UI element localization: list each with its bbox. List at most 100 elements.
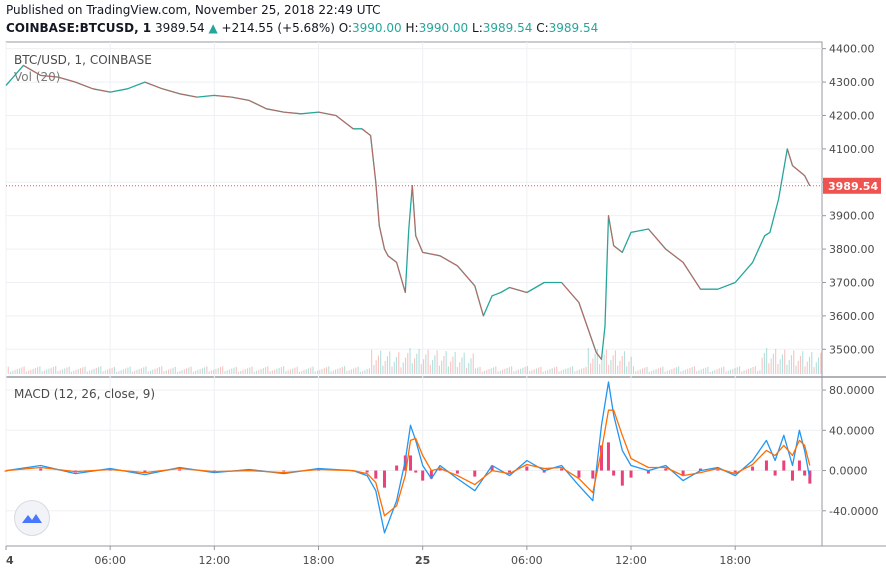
volume-bar	[32, 368, 34, 374]
volume-bar	[14, 370, 16, 374]
volume-bar	[240, 371, 242, 374]
volume-bar	[644, 367, 646, 374]
volume-bar	[375, 360, 377, 374]
price-tick-label: 4200.00	[829, 109, 875, 122]
price-down-segment	[647, 228, 667, 250]
volume-bar	[88, 370, 91, 374]
volume-bar	[687, 368, 689, 374]
price-down-segment	[375, 182, 380, 226]
plot-frame	[5, 41, 823, 547]
volume-bar	[650, 371, 653, 374]
volume-bar	[761, 357, 763, 374]
volume-bar	[757, 371, 759, 374]
price-down-segment	[396, 262, 406, 293]
volume-bar	[571, 366, 574, 374]
macd-histogram-bar	[542, 470, 546, 473]
volume-bar	[729, 369, 732, 374]
macd-histogram-bar	[414, 470, 418, 473]
volume-bar	[206, 366, 208, 374]
volume-bar	[197, 369, 199, 374]
volume-bar	[129, 366, 131, 374]
volume-bar	[269, 371, 271, 374]
volume-bar	[797, 360, 799, 374]
volume-bar	[452, 356, 454, 374]
price-tick-label: 3600.00	[829, 310, 875, 323]
volume-bar	[781, 354, 783, 374]
macd-histogram-bar	[490, 465, 494, 471]
volume-bar	[671, 369, 673, 374]
volume-bar	[544, 370, 547, 374]
volume-bar	[513, 371, 515, 374]
macd-histogram-bar	[646, 470, 650, 474]
volume-bar	[623, 351, 626, 374]
volume-bar	[355, 367, 357, 374]
volume-bar	[344, 366, 346, 374]
volume-bar	[594, 353, 596, 374]
volume-bar	[382, 365, 384, 374]
tradingview-logo-icon[interactable]	[14, 500, 50, 536]
volume-bar	[472, 353, 474, 374]
volume-bar	[727, 370, 729, 374]
volume-bar	[711, 371, 714, 374]
volume-bar	[391, 366, 393, 374]
macd-histogram-bar	[382, 470, 386, 488]
volume-bar	[7, 366, 9, 374]
price-down-segment	[23, 64, 41, 76]
macd-histogram-bar	[764, 460, 768, 471]
volume-bar	[689, 367, 691, 374]
macd-histogram-bar	[395, 465, 399, 471]
volume-bar	[562, 369, 565, 374]
volume-bar	[102, 371, 104, 374]
volume-bar	[310, 367, 312, 374]
macd-histogram-bar	[629, 470, 633, 478]
volume-bar	[432, 360, 434, 374]
volume-bar	[702, 368, 704, 374]
volume-bar	[660, 367, 662, 374]
volume-bar	[483, 370, 486, 374]
volume-bar	[192, 371, 194, 374]
volume-bar	[82, 367, 84, 374]
volume-bar	[217, 367, 219, 374]
volume-bar	[25, 371, 27, 374]
macd-histogram-bar	[797, 460, 801, 471]
volume-bar	[461, 357, 463, 374]
volume-bar	[55, 366, 57, 374]
volume-bar	[675, 367, 677, 374]
macd-histogram-bar	[4, 470, 8, 472]
volume-bar	[592, 358, 594, 374]
volume-bar	[535, 368, 537, 374]
volume-bar	[366, 369, 368, 374]
volume-bar	[508, 367, 510, 374]
volume-bar	[576, 370, 578, 374]
volume-bar	[646, 366, 648, 374]
volume-bar	[287, 370, 289, 374]
volume-bar	[786, 364, 788, 374]
volume-bar	[39, 366, 41, 374]
volume-bar	[70, 371, 73, 374]
volume-bar	[325, 367, 328, 374]
volume-bar	[793, 350, 795, 374]
volume-bar	[474, 368, 477, 374]
volume-bar	[233, 367, 235, 374]
volume-bar	[420, 364, 422, 374]
volume-bar	[249, 367, 251, 374]
macd-tick-label: 40.0000	[829, 424, 875, 437]
volume-bar	[271, 370, 273, 374]
macd-histogram-bar	[681, 470, 685, 476]
volume-bar	[274, 369, 276, 374]
volume-bar	[152, 369, 154, 374]
volume-bar	[533, 369, 535, 374]
price-down-segment	[422, 251, 441, 257]
volume-bar	[190, 366, 192, 374]
volume-bar	[23, 366, 25, 374]
macd-histogram-bar	[409, 455, 413, 471]
volume-bar	[364, 370, 366, 374]
volume-bar	[648, 371, 650, 374]
price-down-segment	[613, 245, 623, 253]
volume-bar	[610, 360, 612, 374]
volume-bar	[490, 368, 492, 374]
time-tick-label: 06:00	[511, 554, 543, 567]
time-tick-label: 06:00	[94, 554, 126, 567]
volume-bar	[447, 366, 449, 374]
